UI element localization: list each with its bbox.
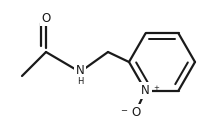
Text: +: + xyxy=(154,85,159,91)
Text: N: N xyxy=(141,84,150,97)
Text: H: H xyxy=(77,76,83,86)
Text: O: O xyxy=(131,106,140,119)
Text: −: − xyxy=(121,106,127,115)
Text: N: N xyxy=(76,63,84,76)
Text: O: O xyxy=(41,11,51,25)
